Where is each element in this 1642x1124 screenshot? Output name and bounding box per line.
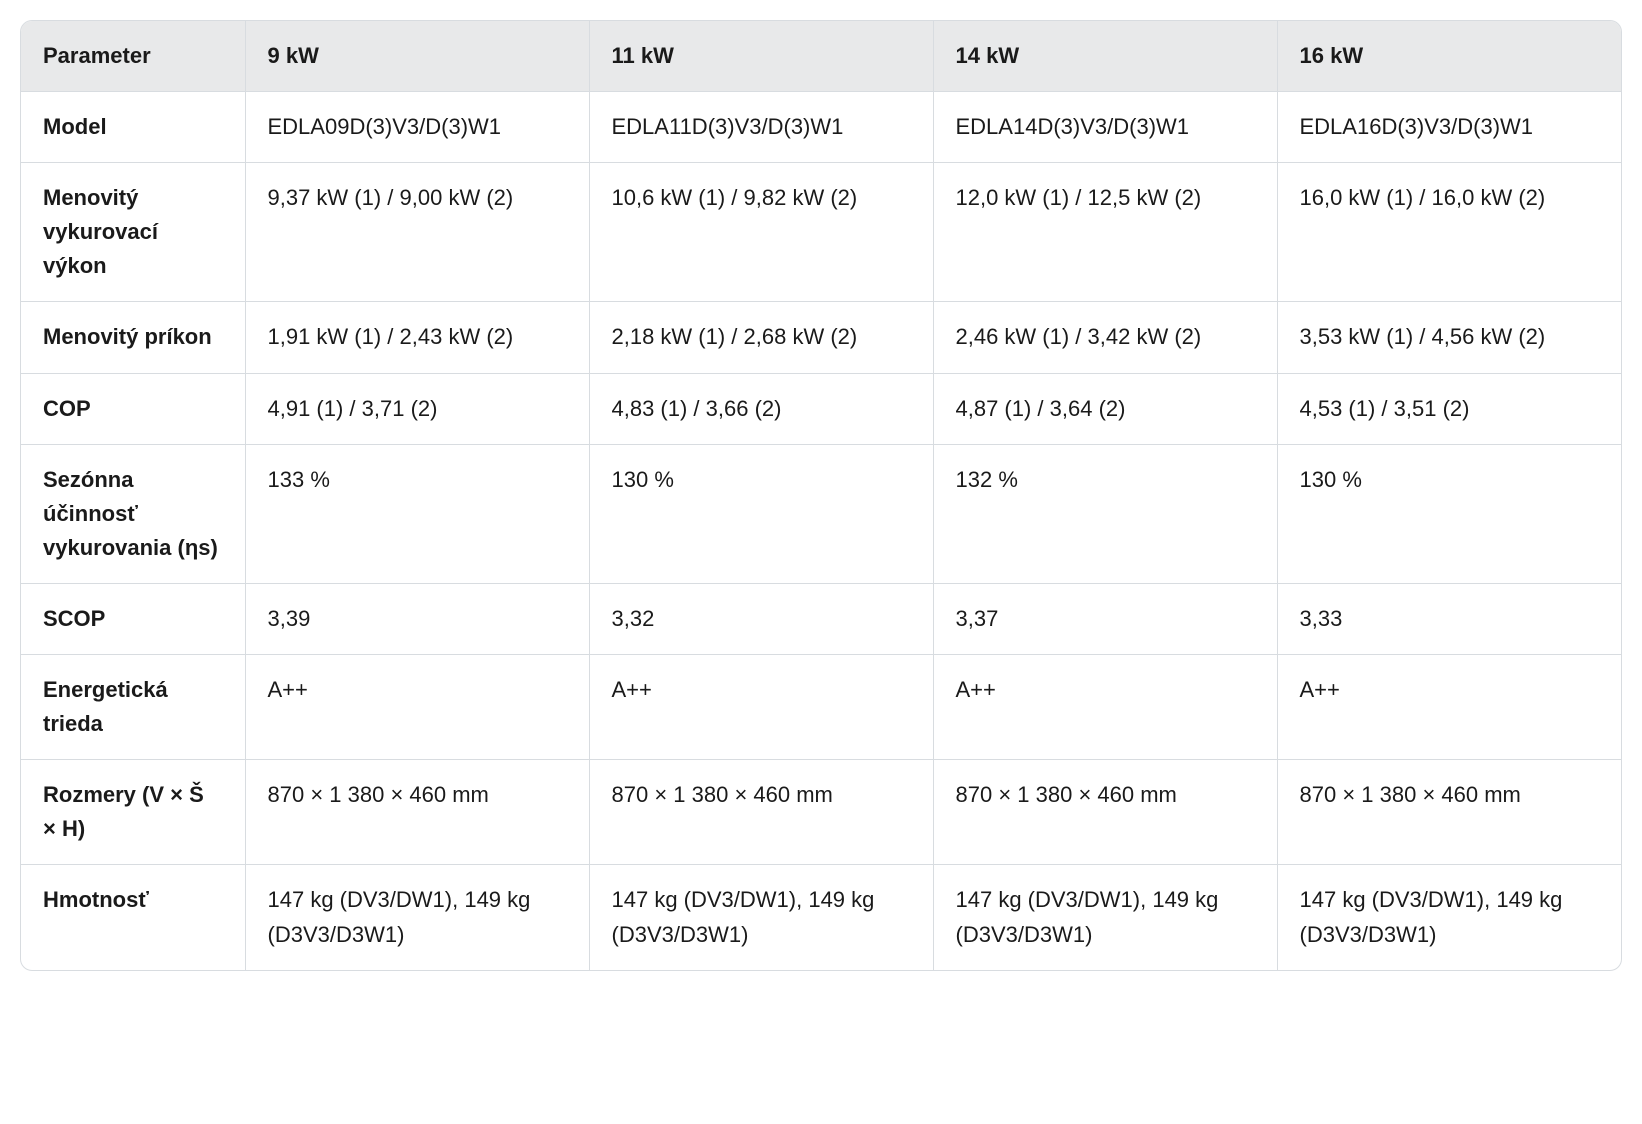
table-header-row: Parameter 9 kW 11 kW 14 kW 16 kW: [21, 21, 1621, 92]
row-param: Rozmery (V × Š × H): [21, 760, 245, 865]
row-param: Menovitý príkon: [21, 302, 245, 373]
row-value: 130 %: [589, 444, 933, 583]
row-param: SCOP: [21, 583, 245, 654]
row-value: 130 %: [1277, 444, 1621, 583]
row-value: 870 × 1 380 × 460 mm: [589, 760, 933, 865]
col-header-16kw: 16 kW: [1277, 21, 1621, 92]
row-value: 16,0 kW (1) / 16,0 kW (2): [1277, 163, 1621, 302]
row-value: A++: [589, 655, 933, 760]
row-value: A++: [245, 655, 589, 760]
table-row: Energetická trieda A++ A++ A++ A++: [21, 655, 1621, 760]
table-header: Parameter 9 kW 11 kW 14 kW 16 kW: [21, 21, 1621, 92]
table-body: Model EDLA09D(3)V3/D(3)W1 EDLA11D(3)V3/D…: [21, 92, 1621, 970]
row-value: EDLA14D(3)V3/D(3)W1: [933, 92, 1277, 163]
row-value: EDLA11D(3)V3/D(3)W1: [589, 92, 933, 163]
row-value: EDLA16D(3)V3/D(3)W1: [1277, 92, 1621, 163]
table-row: Menovitý vykurovací výkon 9,37 kW (1) / …: [21, 163, 1621, 302]
col-header-11kw: 11 kW: [589, 21, 933, 92]
row-value: 1,91 kW (1) / 2,43 kW (2): [245, 302, 589, 373]
row-value: 3,32: [589, 583, 933, 654]
row-value: EDLA09D(3)V3/D(3)W1: [245, 92, 589, 163]
row-value: 4,87 (1) / 3,64 (2): [933, 373, 1277, 444]
row-value: 147 kg (DV3/DW1), 149 kg (D3V3/D3W1): [589, 865, 933, 970]
row-value: 3,33: [1277, 583, 1621, 654]
row-value: 10,6 kW (1) / 9,82 kW (2): [589, 163, 933, 302]
table-row: Hmotnosť 147 kg (DV3/DW1), 149 kg (D3V3/…: [21, 865, 1621, 970]
row-param: Hmotnosť: [21, 865, 245, 970]
row-value: 12,0 kW (1) / 12,5 kW (2): [933, 163, 1277, 302]
table-row: Model EDLA09D(3)V3/D(3)W1 EDLA11D(3)V3/D…: [21, 92, 1621, 163]
row-value: 4,91 (1) / 3,71 (2): [245, 373, 589, 444]
row-param: Sezónna účinnosť vykurovania (ηs): [21, 444, 245, 583]
row-value: 147 kg (DV3/DW1), 149 kg (D3V3/D3W1): [1277, 865, 1621, 970]
row-value: 4,83 (1) / 3,66 (2): [589, 373, 933, 444]
row-value: 9,37 kW (1) / 9,00 kW (2): [245, 163, 589, 302]
row-value: 132 %: [933, 444, 1277, 583]
row-value: 870 × 1 380 × 460 mm: [1277, 760, 1621, 865]
spec-table-wrapper: Parameter 9 kW 11 kW 14 kW 16 kW Model E…: [20, 20, 1622, 971]
row-value: 2,18 kW (1) / 2,68 kW (2): [589, 302, 933, 373]
row-value: A++: [1277, 655, 1621, 760]
col-header-14kw: 14 kW: [933, 21, 1277, 92]
row-value: 147 kg (DV3/DW1), 149 kg (D3V3/D3W1): [933, 865, 1277, 970]
row-value: 2,46 kW (1) / 3,42 kW (2): [933, 302, 1277, 373]
row-value: 3,53 kW (1) / 4,56 kW (2): [1277, 302, 1621, 373]
table-row: Rozmery (V × Š × H) 870 × 1 380 × 460 mm…: [21, 760, 1621, 865]
table-row: COP 4,91 (1) / 3,71 (2) 4,83 (1) / 3,66 …: [21, 373, 1621, 444]
row-value: 4,53 (1) / 3,51 (2): [1277, 373, 1621, 444]
col-header-9kw: 9 kW: [245, 21, 589, 92]
row-value: 3,39: [245, 583, 589, 654]
row-param: Energetická trieda: [21, 655, 245, 760]
table-row: SCOP 3,39 3,32 3,37 3,33: [21, 583, 1621, 654]
row-value: A++: [933, 655, 1277, 760]
row-value: 870 × 1 380 × 460 mm: [245, 760, 589, 865]
row-value: 870 × 1 380 × 460 mm: [933, 760, 1277, 865]
row-param: Menovitý vykurovací výkon: [21, 163, 245, 302]
row-param: Model: [21, 92, 245, 163]
row-value: 133 %: [245, 444, 589, 583]
row-param: COP: [21, 373, 245, 444]
table-row: Sezónna účinnosť vykurovania (ηs) 133 % …: [21, 444, 1621, 583]
row-value: 3,37: [933, 583, 1277, 654]
spec-table: Parameter 9 kW 11 kW 14 kW 16 kW Model E…: [21, 21, 1621, 970]
table-row: Menovitý príkon 1,91 kW (1) / 2,43 kW (2…: [21, 302, 1621, 373]
row-value: 147 kg (DV3/DW1), 149 kg (D3V3/D3W1): [245, 865, 589, 970]
col-header-parameter: Parameter: [21, 21, 245, 92]
